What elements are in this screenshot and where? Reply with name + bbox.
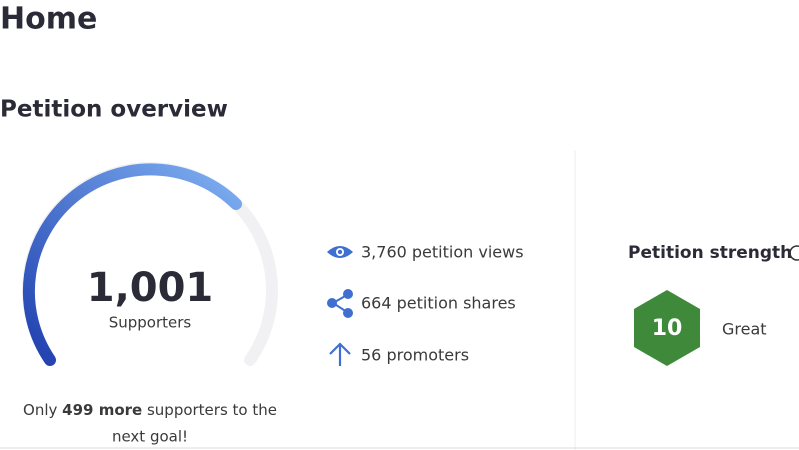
goal-text-part: Only [23, 401, 62, 419]
strength-badge [634, 290, 700, 366]
page-title: Home [0, 2, 97, 37]
share-icon [327, 289, 353, 318]
eye-icon [327, 246, 353, 258]
supporter-count: 1,001 [87, 265, 214, 311]
info-icon[interactable] [789, 245, 799, 261]
strength-rating: Great [722, 320, 767, 339]
goal-text-part: supporters to the [142, 401, 277, 419]
stat-text: 56 promoters [361, 346, 469, 365]
goal-text-line2: next goal! [112, 428, 188, 446]
gauge-progress [22, 163, 242, 366]
supporter-label: Supporters [109, 314, 192, 332]
stat-text: 3,760 petition views [361, 243, 524, 262]
section-title: Petition overview [0, 97, 228, 123]
goal-text: Only 499 more supporters to the [23, 401, 277, 419]
strength-score: 10 [652, 316, 683, 341]
arrow-up-icon [329, 342, 351, 366]
goal-text-bold: 499 more [62, 401, 142, 419]
strength-title: Petition strength [628, 243, 792, 263]
stat-text: 664 petition shares [361, 294, 516, 313]
